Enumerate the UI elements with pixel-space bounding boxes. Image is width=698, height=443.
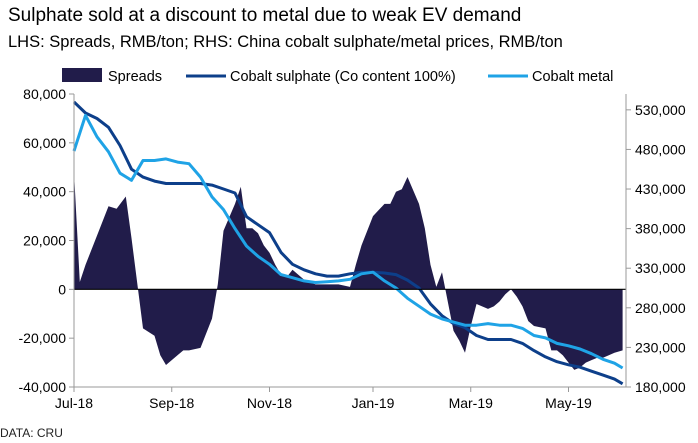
right-tick-label: 180,000 [635,379,686,395]
left-tick-label: 20,000 [23,233,66,249]
left-tick-label: 40,000 [23,184,66,200]
left-tick-label: 80,000 [23,86,66,102]
legend-label-sulphate: Cobalt sulphate (Co content 100%) [230,69,456,85]
left-tick-label: 0 [58,281,66,297]
right-tick-label: 380,000 [635,221,686,237]
x-tick-label: Sep-18 [149,395,194,411]
x-tick-label: Nov-18 [247,395,292,411]
plot-area [72,100,624,386]
left-tick-label: 60,000 [23,135,66,151]
series-spreads-area [74,172,623,370]
left-tick-label: -20,000 [19,330,67,346]
left-tick-label: -40,000 [19,379,67,395]
chart-title: Sulphate sold at a discount to metal due… [8,5,522,26]
legend-swatch-spreads [62,68,102,82]
legend-label-metal: Cobalt metal [532,69,613,85]
right-tick-label: 480,000 [635,141,686,157]
x-tick-label: May-19 [545,395,592,411]
series-cobalt-metal-line [72,113,624,370]
legend: Spreads Cobalt sulphate (Co content 100%)… [62,68,613,85]
legend-label-spreads: Spreads [108,69,162,85]
right-tick-label: 430,000 [635,181,686,197]
x-tick-label: Mar-19 [449,395,494,411]
right-tick-label: 330,000 [635,260,686,276]
right-tick-label: 230,000 [635,339,686,355]
series-cobalt-sulphate-line [72,100,624,386]
right-tick-label: 530,000 [635,102,686,118]
x-tick-label: Jul-18 [55,395,93,411]
right-tick-label: 280,000 [635,300,686,316]
axes: -40,000 -20,000 0 20,000 40,000 60,000 80,000 1… [19,86,686,411]
x-tick-label: Jan-19 [352,395,395,411]
chart-subtitle: LHS: Spreads, RMB/ton; RHS: China cobalt… [8,33,563,51]
data-source: DATA: CRU [0,426,63,440]
